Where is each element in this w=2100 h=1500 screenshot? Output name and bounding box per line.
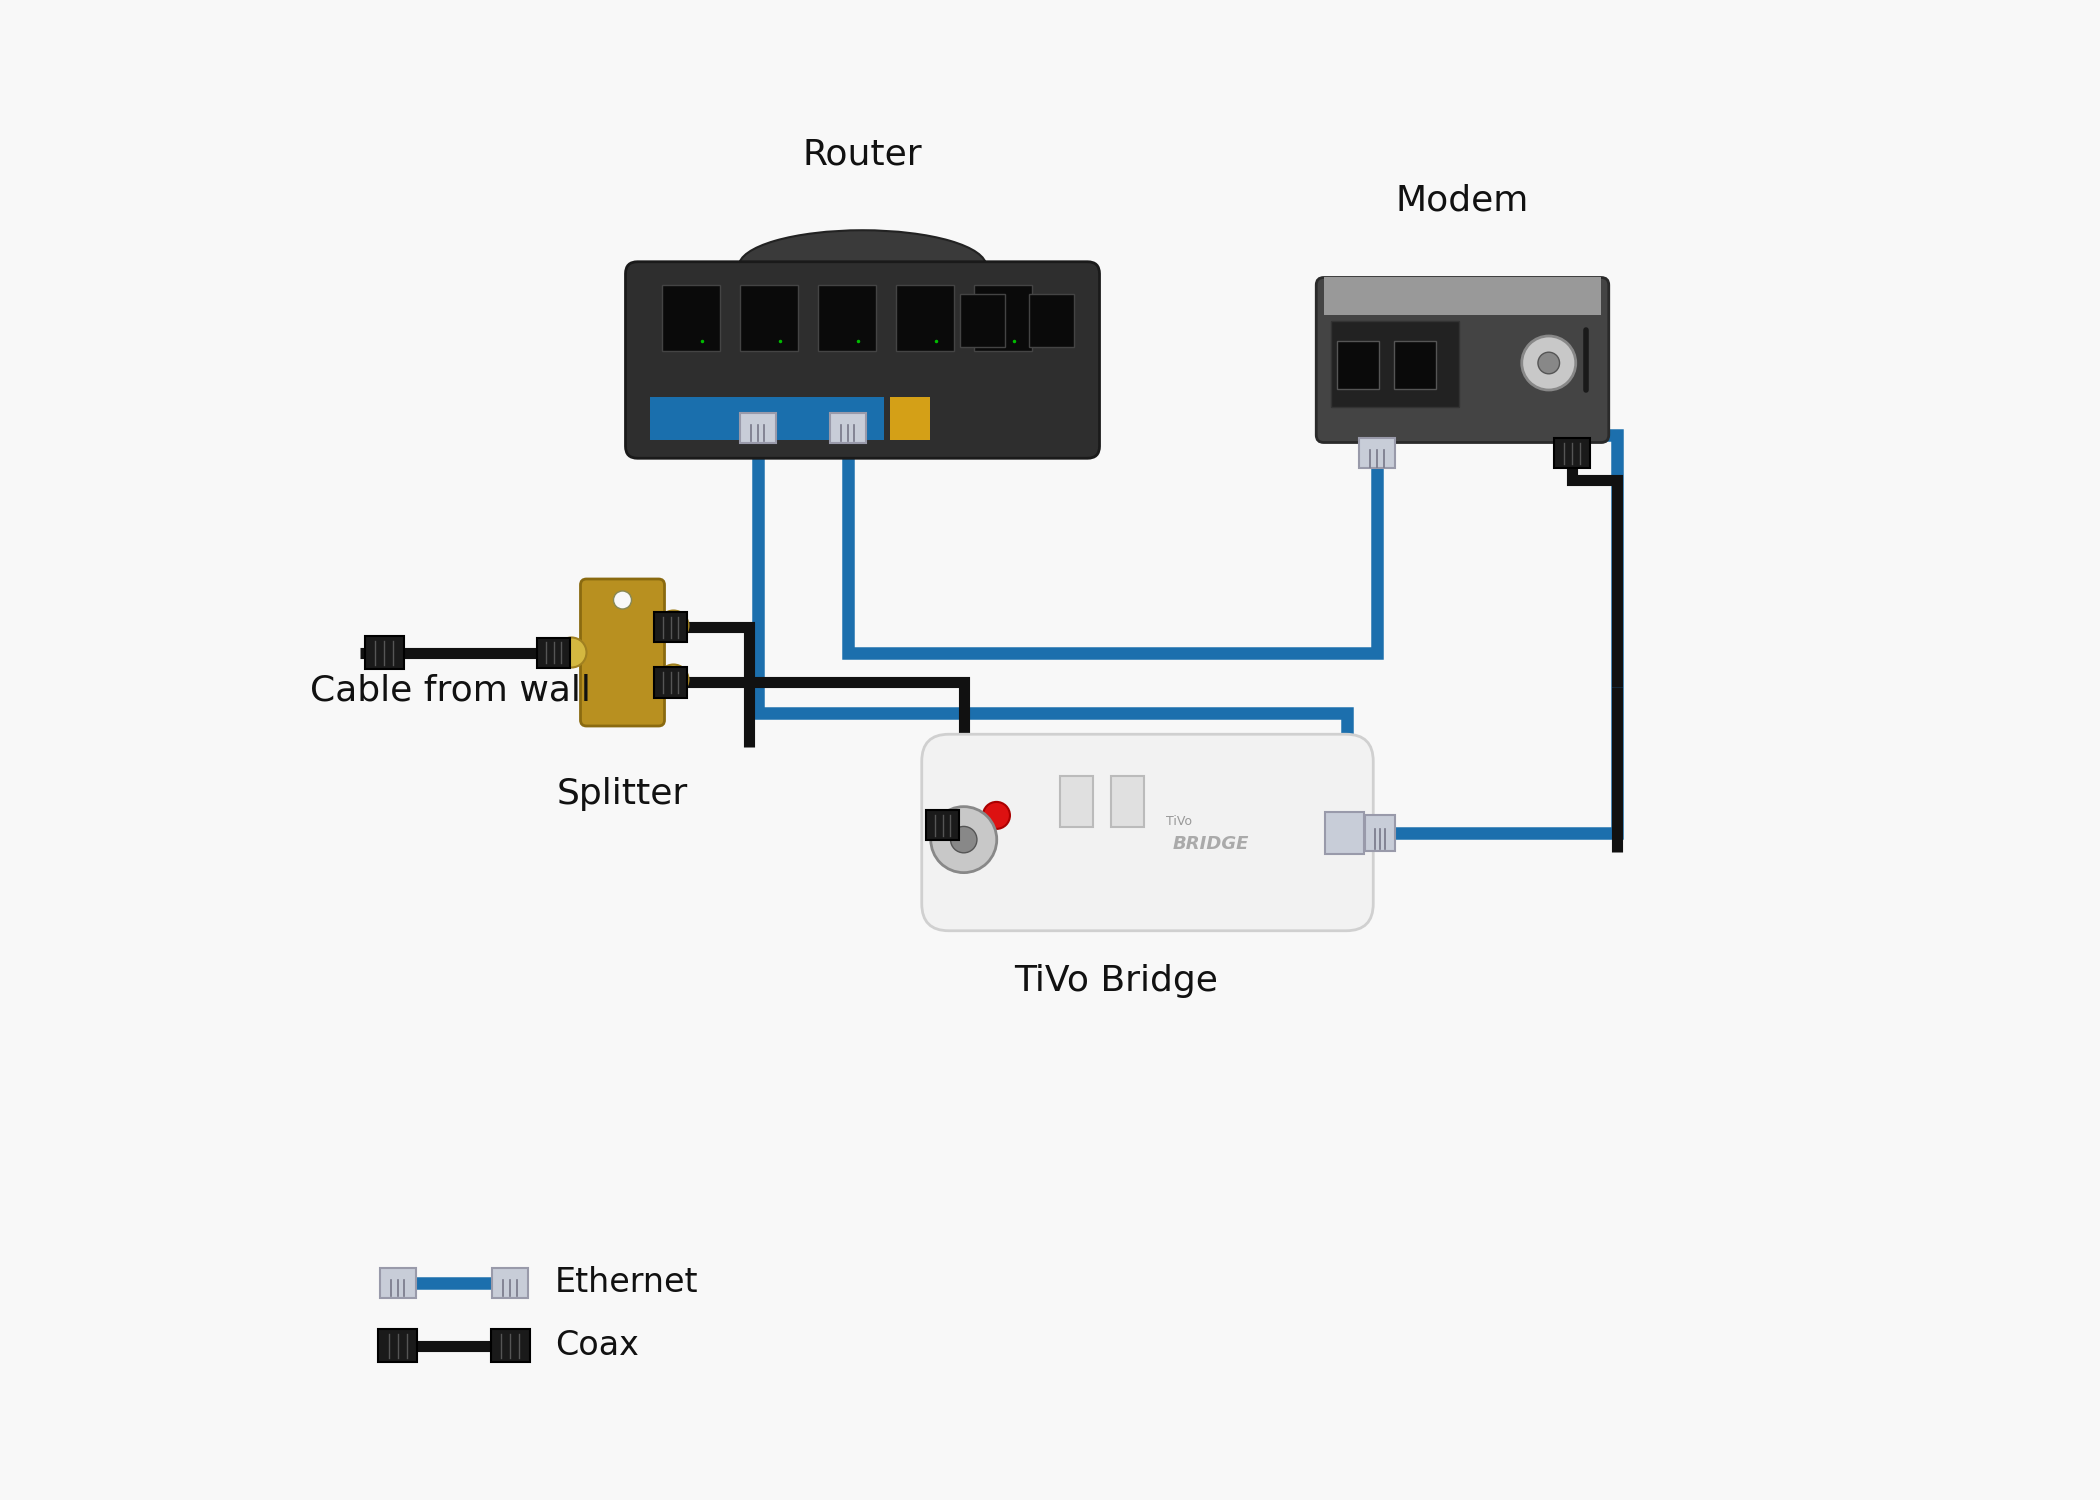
FancyBboxPatch shape <box>1325 812 1365 853</box>
Bar <box>890 398 930 441</box>
FancyBboxPatch shape <box>895 285 953 351</box>
Ellipse shape <box>739 231 987 303</box>
Text: Modem: Modem <box>1396 183 1529 218</box>
FancyBboxPatch shape <box>626 261 1100 459</box>
FancyBboxPatch shape <box>817 285 876 351</box>
FancyBboxPatch shape <box>365 636 403 669</box>
Circle shape <box>983 802 1010 830</box>
FancyBboxPatch shape <box>1317 278 1609 442</box>
FancyBboxPatch shape <box>378 1329 418 1362</box>
FancyBboxPatch shape <box>739 413 775 442</box>
FancyBboxPatch shape <box>1029 294 1073 346</box>
FancyBboxPatch shape <box>380 1268 416 1298</box>
FancyBboxPatch shape <box>491 1329 529 1362</box>
FancyBboxPatch shape <box>580 579 664 726</box>
FancyBboxPatch shape <box>926 810 960 840</box>
FancyBboxPatch shape <box>491 1268 527 1298</box>
FancyBboxPatch shape <box>1365 815 1394 850</box>
Bar <box>649 398 884 441</box>
FancyBboxPatch shape <box>830 413 865 442</box>
FancyBboxPatch shape <box>1331 321 1460 406</box>
FancyBboxPatch shape <box>662 285 720 351</box>
FancyBboxPatch shape <box>922 735 1373 930</box>
Text: Coax: Coax <box>554 1329 638 1362</box>
FancyBboxPatch shape <box>653 612 687 642</box>
Circle shape <box>556 638 586 668</box>
FancyBboxPatch shape <box>1338 340 1380 388</box>
FancyBboxPatch shape <box>974 285 1031 351</box>
Text: TiVo: TiVo <box>1166 815 1193 828</box>
FancyBboxPatch shape <box>1554 438 1590 468</box>
Circle shape <box>930 807 997 873</box>
FancyBboxPatch shape <box>538 638 569 668</box>
Bar <box>1111 776 1145 826</box>
Circle shape <box>1537 352 1560 374</box>
FancyBboxPatch shape <box>960 294 1006 346</box>
Text: Ethernet: Ethernet <box>554 1266 699 1299</box>
FancyBboxPatch shape <box>653 668 687 698</box>
Circle shape <box>659 610 689 640</box>
FancyBboxPatch shape <box>1359 438 1394 468</box>
Circle shape <box>951 827 977 854</box>
Text: BRIDGE: BRIDGE <box>1174 836 1250 854</box>
Text: Splitter: Splitter <box>556 777 689 812</box>
Text: Cable from wall: Cable from wall <box>309 674 590 706</box>
Bar <box>1060 776 1092 826</box>
Text: Router: Router <box>802 138 922 172</box>
Text: TiVo Bridge: TiVo Bridge <box>1014 963 1218 998</box>
Bar <box>1323 278 1600 315</box>
Circle shape <box>659 664 689 694</box>
FancyBboxPatch shape <box>1394 340 1436 388</box>
Circle shape <box>613 591 632 609</box>
Circle shape <box>1522 336 1575 390</box>
FancyBboxPatch shape <box>739 285 798 351</box>
